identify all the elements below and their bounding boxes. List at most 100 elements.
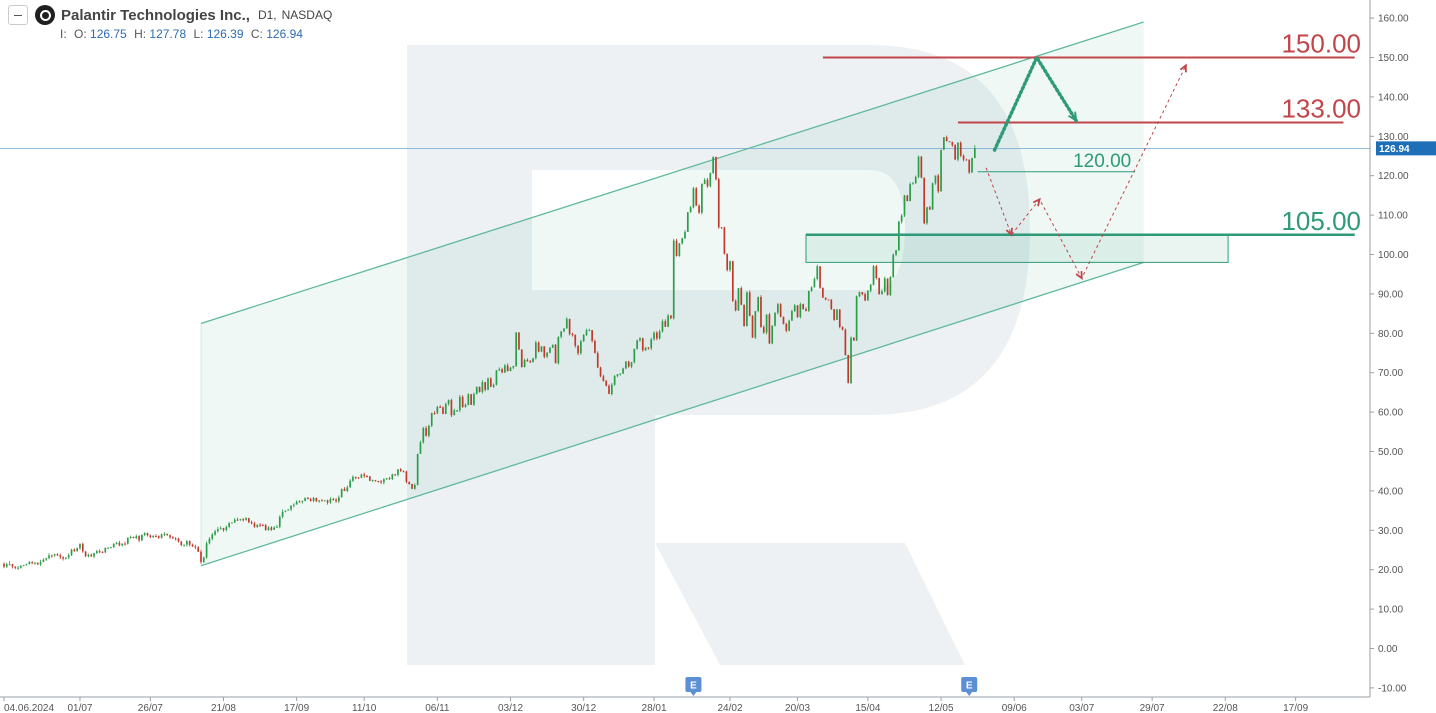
candle [416, 453, 419, 486]
candle-body [262, 525, 264, 527]
candle-body [788, 320, 790, 331]
candle-body [408, 481, 411, 485]
candle [194, 544, 197, 550]
candle [76, 547, 79, 552]
earnings-badge [961, 677, 978, 692]
candle [307, 497, 309, 500]
candle [641, 337, 644, 352]
minus-icon [14, 14, 22, 16]
candle [610, 382, 613, 396]
candle [940, 149, 942, 192]
candle [236, 517, 239, 521]
candle-body [861, 292, 864, 295]
candle-body [416, 453, 419, 485]
candle-body [498, 369, 501, 371]
candle [73, 548, 76, 552]
candle [312, 496, 315, 503]
candle [11, 563, 14, 569]
candle [481, 380, 484, 394]
candle-body [428, 425, 430, 436]
candle [346, 485, 349, 493]
candle-body [166, 533, 169, 536]
candle-body [31, 562, 33, 564]
candle-body [785, 323, 788, 331]
candle-body [852, 337, 855, 341]
candle [580, 339, 582, 355]
candle-body [245, 518, 247, 520]
candle-body [504, 365, 506, 373]
candle [957, 142, 959, 162]
candle-body [957, 142, 959, 160]
candle-body [588, 330, 591, 332]
candle [377, 480, 380, 483]
candle [169, 534, 171, 539]
candle-body [841, 326, 844, 330]
candle [419, 440, 422, 454]
menu-collapse-button[interactable] [8, 5, 28, 25]
candle-body [357, 477, 360, 479]
candle-body [397, 469, 399, 475]
candle [746, 291, 748, 327]
candle-body [292, 504, 295, 506]
candle [678, 243, 681, 257]
candle [281, 509, 284, 519]
candle [357, 477, 360, 479]
channel-fill [200, 22, 1144, 566]
candle [180, 541, 183, 547]
candle [380, 479, 382, 485]
candle-body [11, 564, 14, 567]
candle-body [363, 474, 366, 477]
candle [363, 472, 366, 478]
candle-body [881, 291, 883, 295]
candle [686, 212, 689, 233]
y-tick-label: -10.00 [1378, 683, 1407, 694]
candle [101, 551, 104, 554]
candle-body [684, 231, 686, 239]
candle [157, 535, 160, 539]
y-tick-label: 120.00 [1378, 171, 1409, 182]
candle-body [326, 500, 329, 503]
candle [872, 265, 875, 286]
candle-body [70, 549, 73, 556]
open-label: O: [74, 27, 87, 41]
low-label: L: [193, 27, 204, 41]
candle [84, 551, 87, 558]
candle [315, 497, 318, 502]
candle [928, 205, 931, 210]
candle-body [878, 277, 881, 295]
candle [847, 354, 850, 384]
candle-body [464, 404, 467, 408]
candle [110, 546, 112, 549]
candle [48, 553, 50, 560]
candle-body [391, 474, 394, 480]
candle [405, 470, 408, 484]
candle-body [762, 327, 765, 333]
candle-body [495, 370, 498, 385]
candle [439, 405, 442, 408]
candle-body [318, 500, 321, 502]
candle-body [332, 499, 335, 501]
candle [639, 337, 641, 342]
candle [484, 381, 487, 392]
candle [920, 155, 923, 179]
y-tick-label: 10.00 [1378, 605, 1403, 616]
candle-body [335, 499, 337, 502]
candle-body [250, 522, 253, 524]
candle-body [447, 400, 450, 404]
candle [824, 297, 827, 301]
candle [926, 206, 928, 225]
candle-body [855, 296, 858, 341]
candle [934, 175, 937, 185]
candle-body [774, 312, 776, 326]
candle-body [394, 474, 396, 476]
candle-body [630, 362, 633, 367]
candle-body [726, 253, 729, 271]
x-tick-label: 15/04 [855, 703, 880, 713]
candle-body [259, 524, 261, 526]
candle [442, 406, 444, 415]
candle [183, 544, 185, 547]
x-tick-label: 17/09 [284, 703, 309, 713]
candle [174, 537, 177, 541]
candle [295, 500, 298, 505]
